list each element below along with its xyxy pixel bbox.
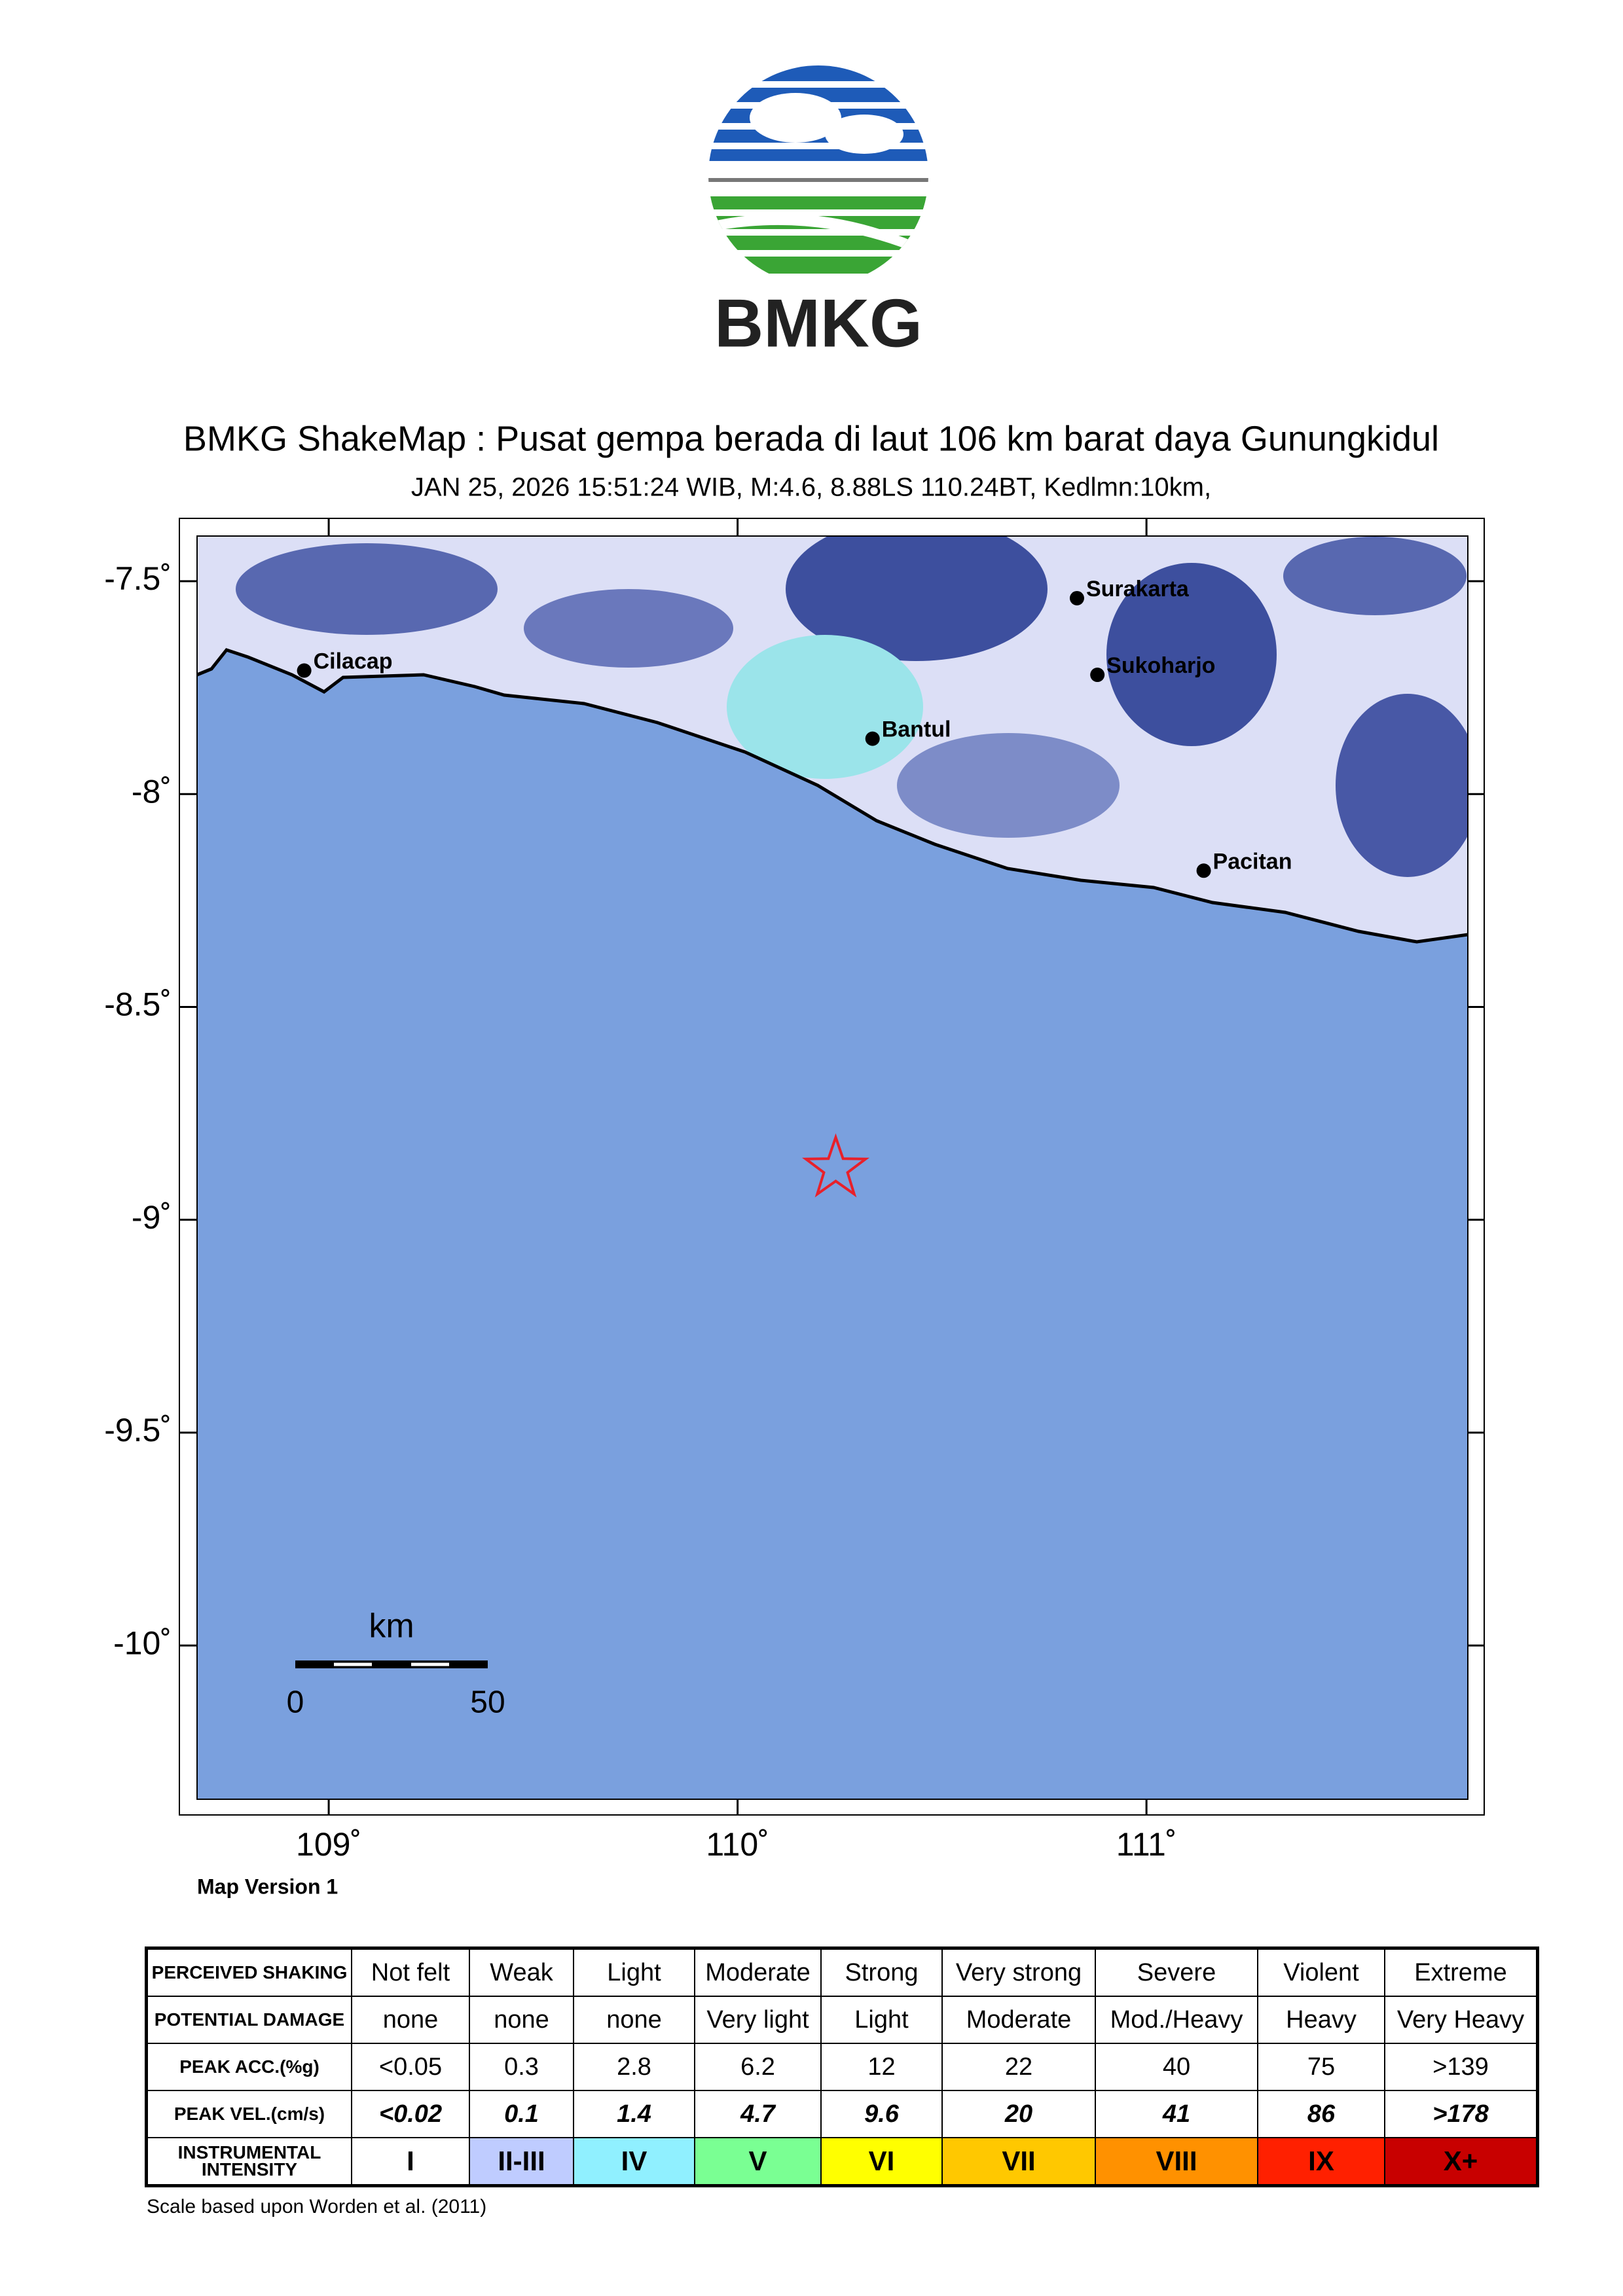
table-cell: V bbox=[694, 2137, 822, 2187]
table-cell: X+ bbox=[1384, 2137, 1539, 2187]
table-cell: 41 bbox=[1095, 2090, 1258, 2138]
table-cell: 0.1 bbox=[469, 2090, 574, 2138]
y-tick-label: -8˚ bbox=[132, 773, 172, 810]
city-marker bbox=[1196, 863, 1211, 878]
table-cell: 40 bbox=[1095, 2043, 1258, 2091]
table-cell: Mod./Heavy bbox=[1095, 1996, 1258, 2044]
table-cell: PERCEIVED SHAKING bbox=[145, 1947, 352, 1997]
table-cell: Violent bbox=[1257, 1947, 1385, 1997]
table-cell: none bbox=[573, 1996, 695, 2044]
table-cell: 6.2 bbox=[694, 2043, 822, 2091]
city-marker bbox=[297, 663, 312, 678]
table-cell: none bbox=[351, 1996, 470, 2044]
table-cell: 2.8 bbox=[573, 2043, 695, 2091]
table-cell: Moderate bbox=[941, 1996, 1096, 2044]
y-tick-label: -9˚ bbox=[132, 1199, 172, 1236]
chart-title: BMKG ShakeMap : Pusat gempa berada di la… bbox=[183, 419, 1439, 458]
table-cell: IX bbox=[1257, 2137, 1385, 2187]
y-tick-label: -8.5˚ bbox=[104, 986, 172, 1023]
table-cell: IV bbox=[573, 2137, 695, 2187]
scale-tick-label: 0 bbox=[287, 1685, 304, 1720]
map-area bbox=[197, 536, 1468, 1799]
logo-text: BMKG bbox=[714, 285, 922, 361]
legend-table: PERCEIVED SHAKING Not felt Weak Light Modera… bbox=[145, 1946, 1539, 2187]
map-version: Map Version 1 bbox=[197, 1874, 338, 1898]
chart-subtitle: JAN 25, 2026 15:51:24 WIB, M:4.6, 8.88LS… bbox=[411, 473, 1211, 502]
table-cell: 75 bbox=[1257, 2043, 1385, 2091]
scale-label: km bbox=[369, 1607, 414, 1645]
scale-tick-label: 50 bbox=[470, 1685, 505, 1720]
x-tick-label: 111˚ bbox=[1116, 1826, 1177, 1863]
map-border bbox=[196, 535, 1468, 1800]
table-cell: INSTRUMENTAL INTENSITY bbox=[145, 2137, 352, 2187]
table-cell: Very light bbox=[694, 1996, 822, 2044]
table-cell: 22 bbox=[941, 2043, 1096, 2091]
table-cell: Moderate bbox=[694, 1947, 822, 1997]
city-label: Sukoharjo bbox=[1106, 653, 1215, 678]
table-cell: <0.05 bbox=[351, 2043, 470, 2091]
city-label: Pacitan bbox=[1213, 849, 1292, 874]
y-tick-label: -10˚ bbox=[113, 1624, 172, 1661]
table-cell: POTENTIAL DAMAGE bbox=[145, 1996, 352, 2044]
table-cell: VIII bbox=[1095, 2137, 1258, 2187]
footnote: Scale based upon Worden et al. (2011) bbox=[147, 2196, 487, 2217]
x-tick-label: 109˚ bbox=[296, 1826, 361, 1863]
city-marker bbox=[865, 731, 880, 746]
table-cell: II-III bbox=[469, 2137, 574, 2187]
table-cell: Very Heavy bbox=[1384, 1996, 1539, 2044]
table-cell: <0.02 bbox=[351, 2090, 470, 2138]
table-cell: 0.3 bbox=[469, 2043, 574, 2091]
table-cell: >139 bbox=[1384, 2043, 1539, 2091]
coastline bbox=[197, 648, 1468, 944]
table-cell: Not felt bbox=[351, 1947, 470, 1997]
x-tick-label: 110˚ bbox=[706, 1826, 769, 1863]
table-cell: PEAK VEL.(cm/s) bbox=[145, 2090, 352, 2138]
table-cell: VI bbox=[820, 2137, 943, 2187]
table-cell: 9.6 bbox=[820, 2090, 943, 2138]
y-tick-label: -7.5˚ bbox=[104, 560, 172, 597]
y-tick-label: -9.5˚ bbox=[104, 1412, 172, 1448]
table-cell: >178 bbox=[1384, 2090, 1539, 2138]
city-label: Bantul bbox=[882, 717, 951, 742]
table-cell: 12 bbox=[820, 2043, 943, 2091]
city-label: Cilacap bbox=[314, 649, 393, 674]
table-cell: none bbox=[469, 1996, 574, 2044]
table-cell: VII bbox=[941, 2137, 1096, 2187]
table-cell: Light bbox=[820, 1996, 943, 2044]
table-cell: Severe bbox=[1095, 1947, 1258, 1997]
table-cell: Extreme bbox=[1384, 1947, 1539, 1997]
table-cell: I bbox=[351, 2137, 470, 2187]
table-cell: 20 bbox=[941, 2090, 1096, 2138]
city-marker bbox=[1090, 668, 1105, 683]
table-cell: Very strong bbox=[941, 1947, 1096, 1997]
table-cell: Light bbox=[573, 1947, 695, 1997]
city-label: Surakarta bbox=[1086, 577, 1190, 601]
table-cell: Heavy bbox=[1257, 1996, 1385, 2044]
table-cell: Weak bbox=[469, 1947, 574, 1997]
logo-mark bbox=[708, 65, 928, 274]
table-cell: Strong bbox=[820, 1947, 943, 1997]
table-cell: 1.4 bbox=[573, 2090, 695, 2138]
table-cell: 4.7 bbox=[694, 2090, 822, 2138]
city-marker bbox=[1069, 590, 1084, 605]
table-cell: PEAK ACC.(%g) bbox=[145, 2043, 352, 2091]
epicenter bbox=[801, 1133, 870, 1198]
table-cell: 86 bbox=[1257, 2090, 1385, 2138]
